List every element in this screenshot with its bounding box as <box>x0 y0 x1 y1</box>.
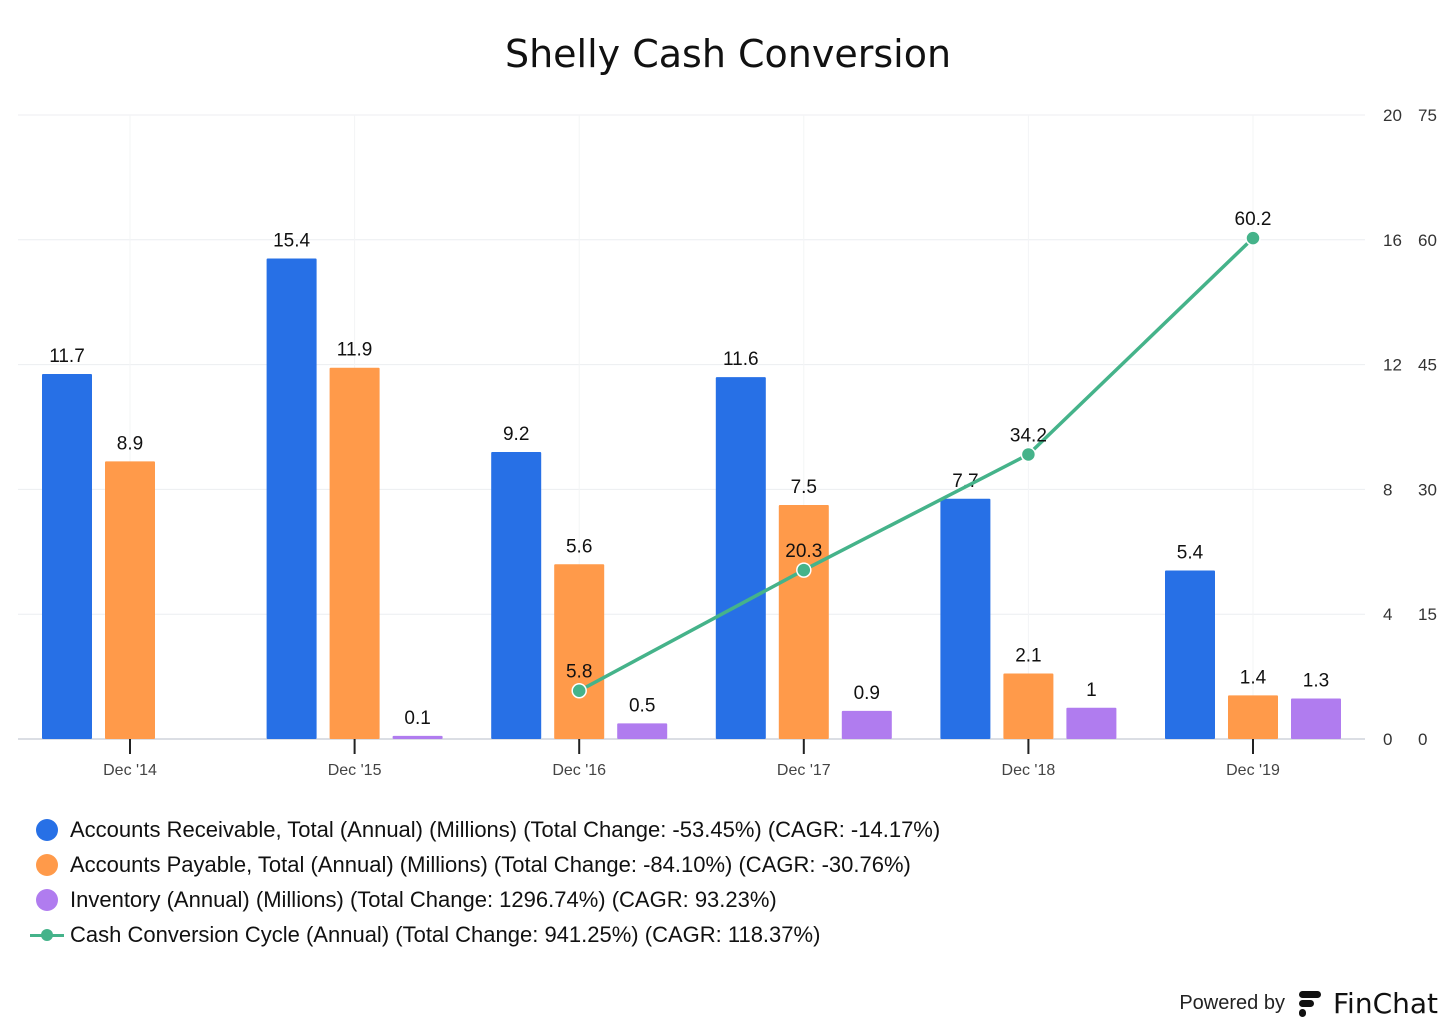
legend-swatch-cash-conversion-cycle <box>30 924 64 946</box>
legend-label-accounts-payable: Accounts Payable, Total (Annual) (Millio… <box>70 851 911 877</box>
x-axis-label: Dec '18 <box>1002 762 1056 779</box>
legend-label-cash-conversion-cycle: Cash Conversion Cycle (Annual) (Total Ch… <box>70 921 821 947</box>
bar-accounts-receivable-total <box>1165 570 1215 739</box>
bar-inventory <box>1066 707 1117 739</box>
data-label-inventory: 0.1 <box>404 708 430 729</box>
data-label-inventory: 1 <box>1086 680 1097 701</box>
data-label-inventory: 1.3 <box>1303 670 1329 691</box>
point-cash-conversion-cycle <box>796 562 812 578</box>
data-label-accounts-receivable-total: 5.4 <box>1177 543 1204 564</box>
data-label-accounts-receivable-total: 15.4 <box>273 231 310 252</box>
left-axis-tick-16: 16 <box>1383 231 1402 250</box>
data-label-inventory: 0.5 <box>629 695 655 716</box>
legend-item-cash-conversion-cycle[interactable]: Cash Conversion Cycle (Annual) (Total Ch… <box>30 917 940 952</box>
bar-accounts-receivable-total <box>715 377 766 739</box>
data-label-accounts-payable-total: 5.6 <box>566 536 592 557</box>
powered-by-label: Powered by <box>1179 992 1285 1014</box>
chart-title: Shelly Cash Conversion <box>504 32 952 76</box>
powered-by-footer[interactable]: Powered by FinChat <box>1179 987 1438 1020</box>
data-label-cash-conversion-cycle: 34.2 <box>1010 425 1047 446</box>
legend-item-accounts-payable[interactable]: Accounts Payable, Total (Annual) (Millio… <box>30 847 940 882</box>
data-label-accounts-receivable-total: 11.7 <box>49 346 85 367</box>
bar-accounts-payable-total <box>329 367 380 739</box>
bar-accounts-receivable-total <box>940 498 991 739</box>
line-cash-conversion-cycle <box>578 236 1255 693</box>
legend-swatch-inventory <box>36 888 58 911</box>
legend-swatch-accounts-payable <box>36 853 58 876</box>
bar-accounts-payable-total <box>1003 673 1054 739</box>
chart-legend: Accounts Receivable, Total (Annual) (Mil… <box>30 812 940 952</box>
point-cash-conversion-cycle <box>1020 446 1037 463</box>
bar-accounts-payable-total <box>1228 695 1278 739</box>
point-cash-conversion-cycle <box>571 682 587 699</box>
left-axis-tick-8: 8 <box>1383 480 1392 499</box>
data-label-inventory: 0.9 <box>854 683 880 704</box>
x-axis-label: Dec '19 <box>1226 762 1280 779</box>
legend-label-inventory: Inventory (Annual) (Millions) (Total Cha… <box>70 886 777 912</box>
left-axis-tick-20: 20 <box>1383 106 1402 125</box>
legend-item-inventory[interactable]: Inventory (Annual) (Millions) (Total Cha… <box>30 882 940 917</box>
right-axis-tick-30: 30 <box>1418 480 1437 499</box>
data-label-accounts-receivable-total: 7.7 <box>952 471 978 492</box>
bar-inventory <box>392 735 443 739</box>
bar-accounts-payable-total <box>554 564 605 739</box>
bar-accounts-receivable-total <box>491 451 542 739</box>
right-axis-tick-0: 0 <box>1418 730 1427 749</box>
legend-item-accounts-receivable[interactable]: Accounts Receivable, Total (Annual) (Mil… <box>30 812 940 847</box>
left-axis-tick-4: 4 <box>1383 605 1392 624</box>
left-axis-tick-0: 0 <box>1383 730 1392 749</box>
data-label-accounts-payable-total: 8.9 <box>117 433 143 454</box>
bar-inventory <box>841 710 892 739</box>
bar-accounts-receivable-total <box>42 373 92 739</box>
data-label-accounts-receivable-total: 11.6 <box>723 349 759 370</box>
right-axis-tick-60: 60 <box>1418 231 1437 250</box>
data-label-accounts-receivable-total: 9.2 <box>503 424 529 445</box>
x-axis-label: Dec '17 <box>777 762 831 779</box>
chart-plot: 0 4 8 12 16 20 0 15 30 45 60 75 Dec '14 Dec '15 Dec '1… <box>18 106 1437 779</box>
point-cash-conversion-cycle <box>1245 230 1261 246</box>
left-axis-tick-12: 12 <box>1383 356 1402 375</box>
data-label-cash-conversion-cycle: 60.2 <box>1235 209 1272 230</box>
bar-accounts-payable-total <box>778 505 829 739</box>
bar-inventory <box>617 723 668 739</box>
legend-swatch-accounts-receivable <box>36 818 58 841</box>
right-axis-tick-15: 15 <box>1418 605 1437 624</box>
right-axis-tick-45: 45 <box>1418 356 1437 375</box>
bar-inventory <box>1291 698 1341 739</box>
x-axis-label: Dec '16 <box>552 762 606 779</box>
legend-label-accounts-receivable: Accounts Receivable, Total (Annual) (Mil… <box>70 816 941 842</box>
right-axis-tick-75: 75 <box>1418 106 1437 125</box>
x-axis-label: Dec '15 <box>328 762 382 779</box>
bar-accounts-payable-total <box>105 461 155 739</box>
bar-accounts-receivable-total <box>266 258 317 739</box>
data-label-cash-conversion-cycle: 20.3 <box>785 541 822 562</box>
data-label-accounts-payable-total: 1.4 <box>1240 667 1267 688</box>
finchat-logo-icon <box>1298 990 1321 1017</box>
x-axis-label: Dec '14 <box>103 762 157 779</box>
data-label-accounts-payable-total: 2.1 <box>1015 645 1041 666</box>
data-label-accounts-payable-total: 7.5 <box>791 477 817 498</box>
data-label-accounts-payable-total: 11.9 <box>337 340 373 361</box>
data-label-cash-conversion-cycle: 5.8 <box>566 662 592 683</box>
finchat-brand-name: FinChat <box>1332 987 1438 1020</box>
